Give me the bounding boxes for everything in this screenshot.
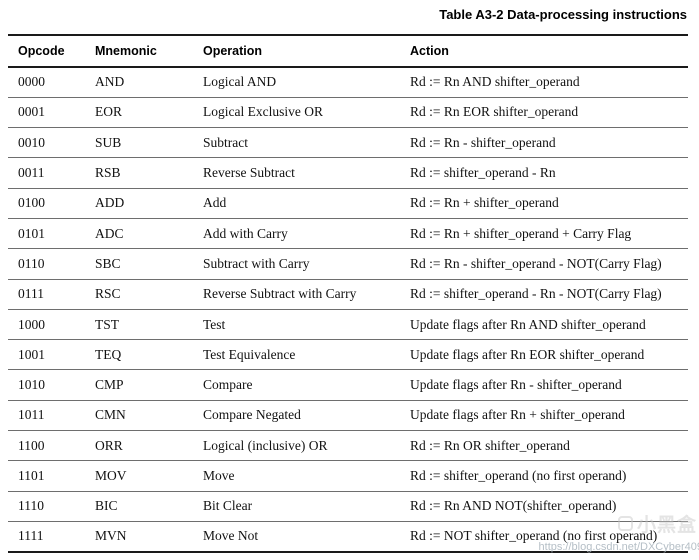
cell-opcode: 1100 bbox=[18, 437, 45, 453]
cell-operation: Logical AND bbox=[203, 74, 277, 90]
cell-action: Rd := Rn - shifter_operand bbox=[410, 134, 556, 150]
table-row: 1101 MOV Move Rd := shifter_operand (no fir… bbox=[8, 461, 688, 492]
cell-opcode: 1001 bbox=[18, 346, 45, 362]
cell-operation: Test bbox=[203, 316, 226, 332]
table-row: 1010 CMP Compare Update flags after Rn - sh… bbox=[8, 370, 688, 401]
cell-operation: Move Not bbox=[203, 528, 259, 544]
table-row: 1011 CMN Compare Negated Update flags after… bbox=[8, 400, 688, 431]
table-row: 1100 ORR Logical (inclusive) OR Rd := Rn OR… bbox=[8, 431, 688, 461]
cell-opcode: 1011 bbox=[18, 407, 45, 423]
column-header-mnemonic: Mnemonic bbox=[95, 44, 157, 58]
cell-mnemonic: ORR bbox=[95, 437, 123, 453]
table-row: 1000 TST Test Update flags after Rn AND shi… bbox=[8, 309, 688, 340]
cell-operation: Logical Exclusive OR bbox=[203, 104, 323, 120]
cell-operation: Move bbox=[203, 468, 235, 483]
cell-mnemonic: MOV bbox=[95, 468, 127, 483]
cell-mnemonic: BIC bbox=[95, 498, 118, 514]
column-header-operation: Operation bbox=[203, 44, 263, 58]
table-row: 0101 ADC Add with Carry Rd := Rn + shifter_… bbox=[8, 218, 688, 249]
cell-mnemonic: AND bbox=[95, 74, 125, 90]
cell-action: Rd := shifter_operand - Rn - NOT(Carry F… bbox=[410, 286, 662, 302]
cell-operation: Compare Negated bbox=[203, 407, 301, 423]
cell-opcode: 1101 bbox=[18, 468, 45, 483]
cell-action: Rd := shifter_operand (no first operand) bbox=[410, 468, 627, 483]
cell-opcode: 0111 bbox=[18, 286, 44, 302]
cell-action: Update flags after Rn EOR shifter_operan… bbox=[410, 346, 645, 362]
table-row: 0011 RSB Reverse Subtract Rd := shifter_ope… bbox=[8, 158, 688, 189]
table-row: 0111 RSC Reverse Subtract with Carry Rd := … bbox=[8, 279, 688, 310]
cell-opcode: 0000 bbox=[18, 74, 45, 90]
table-row: 1111 MVN Move Not Rd := NOT shifter_operand… bbox=[8, 521, 688, 552]
cell-opcode: 0010 bbox=[18, 134, 45, 150]
cell-mnemonic: MVN bbox=[95, 528, 127, 544]
cell-mnemonic: RSC bbox=[95, 286, 121, 302]
cell-action: Update flags after Rn + shifter_operand bbox=[410, 407, 625, 423]
cell-opcode: 0011 bbox=[18, 165, 45, 181]
cell-action: Rd := Rn + shifter_operand bbox=[410, 195, 559, 211]
cell-mnemonic: SUB bbox=[95, 134, 122, 150]
cell-action: Update flags after Rn - shifter_operand bbox=[410, 377, 622, 393]
cell-operation: Subtract with Carry bbox=[203, 255, 310, 271]
table-row: 0110 SBC Subtract with Carry Rd := Rn - shi… bbox=[8, 249, 688, 280]
cell-opcode: 1000 bbox=[18, 316, 45, 332]
cell-action: Rd := Rn + shifter_operand + Carry Flag bbox=[410, 225, 632, 241]
cell-opcode: 0110 bbox=[18, 255, 45, 271]
cell-mnemonic: TST bbox=[95, 316, 120, 332]
cell-operation: Subtract bbox=[203, 134, 248, 150]
cell-operation: Reverse Subtract bbox=[203, 165, 295, 181]
cell-action: Rd := NOT shifter_operand (no first oper… bbox=[410, 528, 658, 544]
cell-action: Rd := Rn - shifter_operand - NOT(Carry F… bbox=[410, 255, 662, 271]
cell-mnemonic: SBC bbox=[95, 255, 121, 271]
table-row: 1110 BIC Bit Clear Rd := Rn AND NOT(shifter… bbox=[8, 491, 688, 522]
cell-mnemonic: CMN bbox=[95, 407, 126, 423]
cell-opcode: 0101 bbox=[18, 225, 45, 241]
table-row: 0010 SUB Subtract Rd := Rn - shifter_operan… bbox=[8, 128, 688, 158]
column-header-action: Action bbox=[410, 44, 449, 58]
cell-opcode: 0001 bbox=[18, 104, 45, 120]
cell-mnemonic: TEQ bbox=[95, 346, 122, 362]
cell-operation: Add with Carry bbox=[203, 225, 288, 241]
table-row: 0001 EOR Logical Exclusive OR Rd := Rn EOR … bbox=[8, 97, 688, 128]
cell-action: Update flags after Rn AND shifter_operan… bbox=[410, 316, 646, 332]
table-caption: Table A3-2 Data-processing instructions bbox=[439, 7, 687, 22]
cell-opcode: 1010 bbox=[18, 377, 45, 393]
table-row: 0000 AND Logical AND Rd := Rn AND shifter_o… bbox=[8, 67, 688, 98]
table-row: 0100 ADD Add Rd := Rn + shifter_operand bbox=[8, 188, 688, 219]
table-row: 1001 TEQ Test Equivalence Update flags afte… bbox=[8, 340, 688, 370]
cell-mnemonic: EOR bbox=[95, 104, 122, 120]
cell-action: Rd := Rn EOR shifter_operand bbox=[410, 104, 579, 120]
cell-operation: Logical (inclusive) OR bbox=[203, 437, 328, 453]
cell-operation: Test Equivalence bbox=[203, 346, 296, 362]
cell-operation: Compare bbox=[203, 377, 253, 393]
table-body: 0000 AND Logical AND Rd := Rn AND shifter_o… bbox=[8, 67, 688, 552]
header-row: Opcode Mnemonic Operation Action bbox=[8, 35, 688, 67]
cell-opcode: 1110 bbox=[18, 498, 44, 514]
cell-opcode: 0100 bbox=[18, 195, 45, 211]
cell-action: Rd := Rn AND shifter_operand bbox=[410, 74, 580, 90]
cell-operation: Bit Clear bbox=[203, 498, 253, 514]
cell-opcode: 1111 bbox=[18, 528, 44, 544]
cell-action: Rd := shifter_operand - Rn bbox=[410, 165, 556, 181]
column-header-opcode: Opcode bbox=[18, 44, 65, 58]
data-processing-table: Opcode Mnemonic Operation Action 0000 AND… bbox=[8, 34, 688, 553]
cell-mnemonic: CMP bbox=[95, 377, 124, 393]
cell-action: Rd := Rn AND NOT(shifter_operand) bbox=[410, 498, 617, 514]
cell-operation: Add bbox=[203, 195, 227, 211]
cell-mnemonic: ADD bbox=[95, 195, 125, 211]
table-header: Opcode Mnemonic Operation Action bbox=[8, 35, 688, 67]
cell-mnemonic: RSB bbox=[95, 165, 121, 181]
cell-mnemonic: ADC bbox=[95, 225, 124, 241]
cell-action: Rd := Rn OR shifter_operand bbox=[410, 437, 570, 453]
cell-operation: Reverse Subtract with Carry bbox=[203, 286, 357, 302]
